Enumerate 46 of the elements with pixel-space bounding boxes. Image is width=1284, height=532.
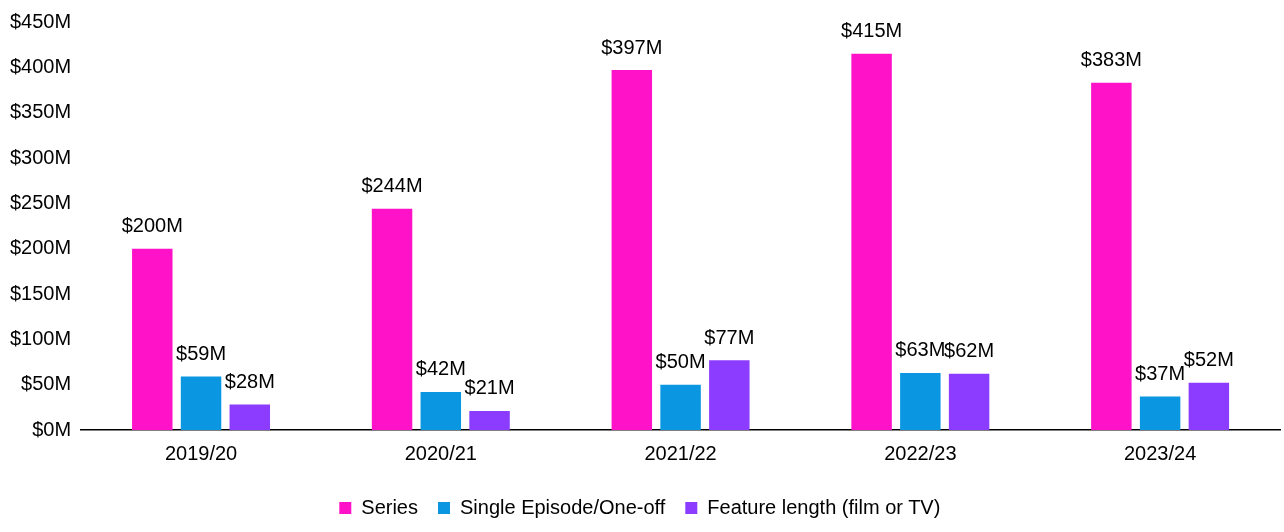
data-label: $52M [1183, 348, 1234, 371]
data-label: $244M [361, 174, 423, 197]
y-tick-label: $150M [10, 281, 72, 304]
bar [180, 376, 222, 430]
bar [469, 410, 510, 430]
data-label: $62M [944, 339, 995, 362]
x-tick-label: 2019/20 [164, 441, 238, 464]
legend-label: Single Episode/One-off [459, 495, 666, 518]
data-label: $42M [415, 357, 466, 380]
legend-label: Feature length (film or TV) [707, 495, 941, 518]
bar [132, 248, 173, 430]
y-tick-label: $100M [10, 326, 72, 349]
y-tick-label: $0M [32, 417, 72, 440]
bar [229, 404, 271, 430]
bar [851, 53, 892, 430]
x-tick-label: 2020/21 [404, 441, 477, 464]
y-tick-label: $350M [10, 100, 72, 123]
data-label: $397M [601, 35, 663, 58]
y-tick-label: $400M [10, 54, 72, 77]
data-label: $28M [224, 370, 275, 393]
legend-label: Series [361, 495, 418, 518]
bar [948, 373, 990, 430]
x-tick-label: 2021/22 [644, 441, 717, 464]
bar [1139, 396, 1181, 430]
x-tick-label: 2023/24 [1123, 441, 1197, 464]
bar [371, 208, 413, 430]
x-tick-label: 2022/23 [884, 441, 957, 464]
data-label: $50M [655, 350, 706, 373]
data-label: $77M [704, 325, 755, 348]
bar [1091, 82, 1132, 430]
bar [709, 360, 750, 430]
y-tick-label: $300M [10, 145, 72, 168]
data-label: $200M [121, 214, 183, 237]
y-tick-label: $450M [10, 9, 72, 32]
y-tick-label: $200M [10, 236, 72, 259]
data-label: $415M [841, 19, 903, 42]
data-label: $21M [464, 376, 515, 399]
bar [420, 391, 462, 430]
bar [1188, 382, 1230, 430]
y-tick-label: $250M [10, 190, 72, 213]
data-label: $383M [1080, 48, 1142, 71]
data-label: $59M [176, 342, 227, 365]
bar [900, 372, 941, 430]
bar [611, 70, 653, 430]
y-tick-label: $50M [21, 372, 72, 395]
bar [660, 384, 701, 430]
